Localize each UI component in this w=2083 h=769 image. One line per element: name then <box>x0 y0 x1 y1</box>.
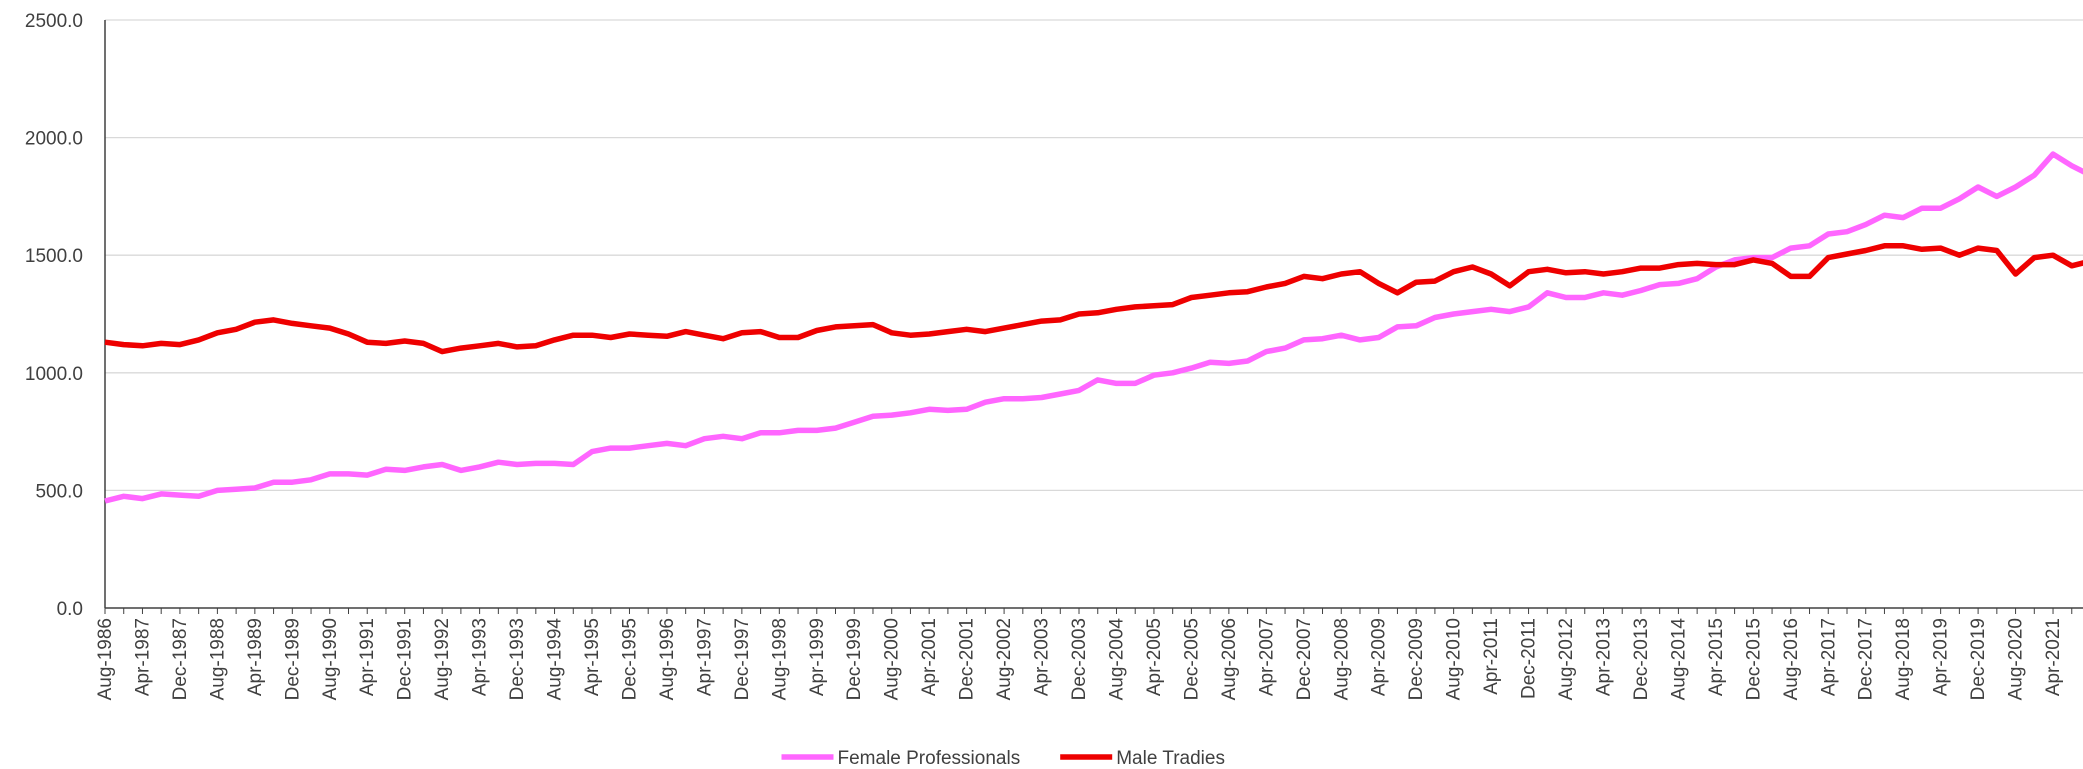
x-tick-label: Dec-1995 <box>619 618 640 700</box>
x-tick-label: Dec-2011 <box>1519 618 1540 699</box>
x-tick-label: Dec-2003 <box>1069 618 1090 700</box>
x-tick-label: Aug-2010 <box>1444 618 1465 700</box>
x-tick-label: Apr-1995 <box>582 618 603 696</box>
y-tick-label: 1000.0 <box>25 364 83 385</box>
x-tick-label: Dec-2013 <box>1631 618 1652 700</box>
x-tick-label: Aug-1996 <box>657 618 678 700</box>
x-tick-label: Dec-1999 <box>844 618 865 700</box>
x-tick-label: Aug-2000 <box>882 618 903 700</box>
x-tick-label: Apr-1991 <box>357 618 378 696</box>
x-tick-label: Apr-2013 <box>1593 618 1614 696</box>
x-tick-label: Dec-2001 <box>957 618 978 700</box>
x-tick-label: Apr-2003 <box>1032 618 1053 696</box>
x-tick-label: Apr-1997 <box>694 618 715 696</box>
x-tick-label: Aug-2006 <box>1219 618 1240 700</box>
x-tick-label: Aug-1988 <box>207 618 228 700</box>
x-tick-label: Dec-2005 <box>1181 618 1202 700</box>
x-tick-label: Aug-2004 <box>1106 618 1127 701</box>
x-tick-label: Apr-2015 <box>1706 618 1727 696</box>
x-tick-label: Apr-1999 <box>807 618 828 696</box>
x-tick-label: Aug-1992 <box>432 618 453 700</box>
x-tick-label: Apr-2005 <box>1144 618 1165 696</box>
x-tick-label: Aug-2008 <box>1331 618 1352 700</box>
x-tick-label: Aug-1986 <box>95 618 116 700</box>
x-tick-label: Aug-1990 <box>320 618 341 700</box>
x-tick-label: Aug-1994 <box>545 618 566 701</box>
x-tick-label: Dec-2019 <box>1968 618 1989 700</box>
x-tick-label: Aug-2012 <box>1556 618 1577 700</box>
x-tick-label: Apr-2001 <box>919 618 940 696</box>
legend: Female Professionals Male Tradies <box>781 748 1225 769</box>
y-tick-label: 0.0 <box>57 599 83 620</box>
x-tick-label: Apr-2009 <box>1369 618 1390 696</box>
x-tick-label: Dec-2007 <box>1294 618 1315 700</box>
x-tick-label: Aug-2020 <box>2006 618 2027 700</box>
x-tick-label: Apr-2017 <box>1818 618 1839 696</box>
x-tick-label: Dec-2015 <box>1743 618 1764 700</box>
y-tick-label: 2000.0 <box>25 129 83 150</box>
x-tick-label: Aug-1998 <box>769 618 790 700</box>
line-series <box>104 243 2083 355</box>
x-tick-label: Dec-1991 <box>395 618 416 700</box>
x-tick-label: Aug-2002 <box>994 618 1015 700</box>
x-tick-label: Dec-1997 <box>732 618 753 700</box>
x-tick-label: Apr-2019 <box>1931 618 1952 696</box>
x-tick-label: Apr-1987 <box>132 618 153 696</box>
x-tick-label: Dec-1987 <box>170 618 191 700</box>
x-tick-label: Dec-2009 <box>1406 618 1427 700</box>
x-tick-label: Aug-2016 <box>1781 618 1802 700</box>
x-tick-label: Apr-1993 <box>470 618 491 696</box>
legend-label: Male Tradies <box>1116 748 1225 769</box>
line-series <box>104 151 2083 504</box>
legend-label: Female Professionals <box>838 748 1021 769</box>
y-tick-label: 500.0 <box>35 481 83 502</box>
x-tick-label: Dec-1993 <box>507 618 528 700</box>
x-tick-label: Apr-2021 <box>2043 618 2064 696</box>
x-tick-label: Aug-2014 <box>1668 618 1689 701</box>
y-tick-label: 2500.0 <box>25 11 83 32</box>
x-tick-label: Apr-2007 <box>1256 618 1277 696</box>
y-tick-label: 1500.0 <box>25 246 83 267</box>
x-tick-label: Dec-1989 <box>282 618 303 700</box>
x-tick-label: Apr-1989 <box>245 618 266 696</box>
x-tick-label: Dec-2017 <box>1856 618 1877 700</box>
x-tick-label: Aug-2018 <box>1893 618 1914 700</box>
x-tick-label: Apr-2011 <box>1481 618 1502 695</box>
